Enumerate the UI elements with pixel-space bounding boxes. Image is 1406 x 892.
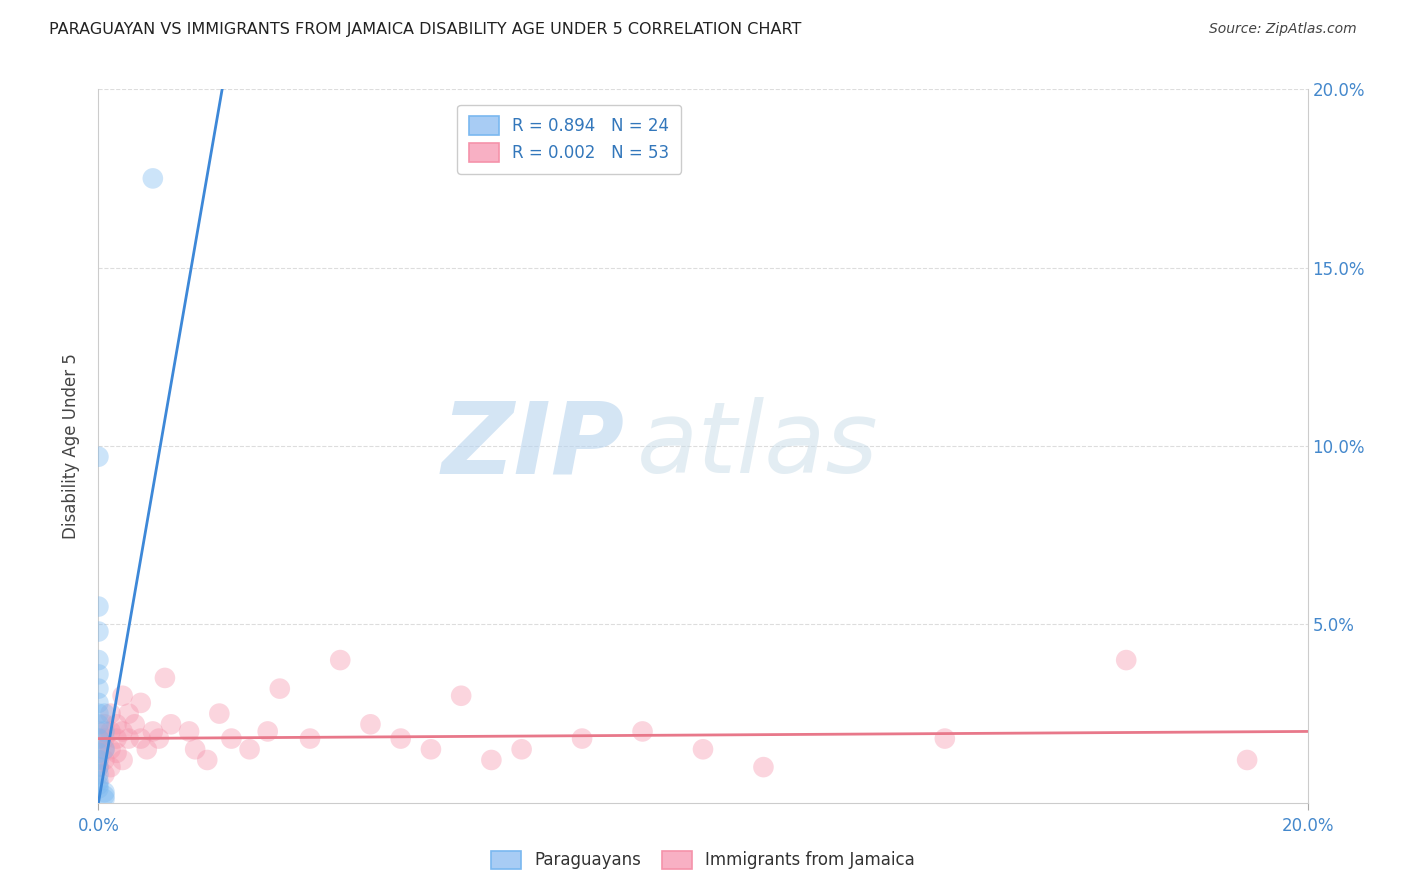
Point	[481, 753, 503, 767]
Point	[87, 450, 110, 464]
Point	[93, 742, 115, 756]
Point	[87, 760, 110, 774]
Point	[389, 731, 412, 746]
Point	[142, 724, 165, 739]
Point	[87, 731, 110, 746]
Point	[239, 742, 262, 756]
Point	[93, 785, 115, 799]
Point	[100, 724, 122, 739]
Point	[100, 760, 122, 774]
Point	[111, 753, 134, 767]
Point	[93, 792, 115, 806]
Point	[571, 731, 593, 746]
Point	[269, 681, 291, 696]
Text: Source: ZipAtlas.com: Source: ZipAtlas.com	[1209, 22, 1357, 37]
Point	[208, 706, 231, 721]
Point	[93, 731, 115, 746]
Point	[87, 681, 110, 696]
Point	[1236, 753, 1258, 767]
Text: atlas: atlas	[637, 398, 879, 494]
Point	[93, 767, 115, 781]
Point	[256, 724, 278, 739]
Legend: Paraguayans, Immigrants from Jamaica: Paraguayans, Immigrants from Jamaica	[481, 840, 925, 880]
Point	[87, 753, 110, 767]
Point	[87, 624, 110, 639]
Point	[87, 731, 110, 746]
Point	[87, 760, 110, 774]
Point	[93, 706, 115, 721]
Point	[87, 774, 110, 789]
Point	[100, 742, 122, 756]
Point	[329, 653, 352, 667]
Point	[118, 731, 141, 746]
Point	[129, 696, 152, 710]
Text: ZIP: ZIP	[441, 398, 624, 494]
Point	[105, 717, 128, 731]
Point	[87, 781, 110, 796]
Text: PARAGUAYAN VS IMMIGRANTS FROM JAMAICA DISABILITY AGE UNDER 5 CORRELATION CHART: PARAGUAYAN VS IMMIGRANTS FROM JAMAICA DI…	[49, 22, 801, 37]
Point	[93, 789, 115, 803]
Point	[1115, 653, 1137, 667]
Point	[87, 746, 110, 760]
Point	[129, 731, 152, 746]
Point	[184, 742, 207, 756]
Point	[87, 767, 110, 781]
Point	[93, 717, 115, 731]
Point	[221, 731, 243, 746]
Point	[93, 724, 115, 739]
Legend: R = 0.894   N = 24, R = 0.002   N = 53: R = 0.894 N = 24, R = 0.002 N = 53	[457, 104, 681, 174]
Point	[631, 724, 654, 739]
Point	[510, 742, 533, 756]
Y-axis label: Disability Age Under 5: Disability Age Under 5	[62, 353, 80, 539]
Point	[111, 689, 134, 703]
Point	[160, 717, 183, 731]
Point	[111, 724, 134, 739]
Point	[87, 599, 110, 614]
Point	[135, 742, 157, 756]
Point	[118, 706, 141, 721]
Point	[87, 653, 110, 667]
Point	[105, 746, 128, 760]
Point	[87, 778, 110, 792]
Point	[195, 753, 218, 767]
Point	[420, 742, 443, 756]
Point	[450, 689, 472, 703]
Point	[692, 742, 714, 756]
Point	[153, 671, 176, 685]
Point	[105, 731, 128, 746]
Point	[93, 753, 115, 767]
Point	[87, 724, 110, 739]
Point	[87, 706, 110, 721]
Point	[752, 760, 775, 774]
Point	[87, 696, 110, 710]
Point	[87, 742, 110, 756]
Point	[360, 717, 382, 731]
Point	[124, 717, 146, 731]
Point	[93, 742, 115, 756]
Point	[934, 731, 956, 746]
Point	[299, 731, 322, 746]
Point	[148, 731, 170, 746]
Point	[87, 667, 110, 681]
Point	[87, 753, 110, 767]
Point	[179, 724, 201, 739]
Point	[100, 706, 122, 721]
Point	[87, 717, 110, 731]
Point	[142, 171, 165, 186]
